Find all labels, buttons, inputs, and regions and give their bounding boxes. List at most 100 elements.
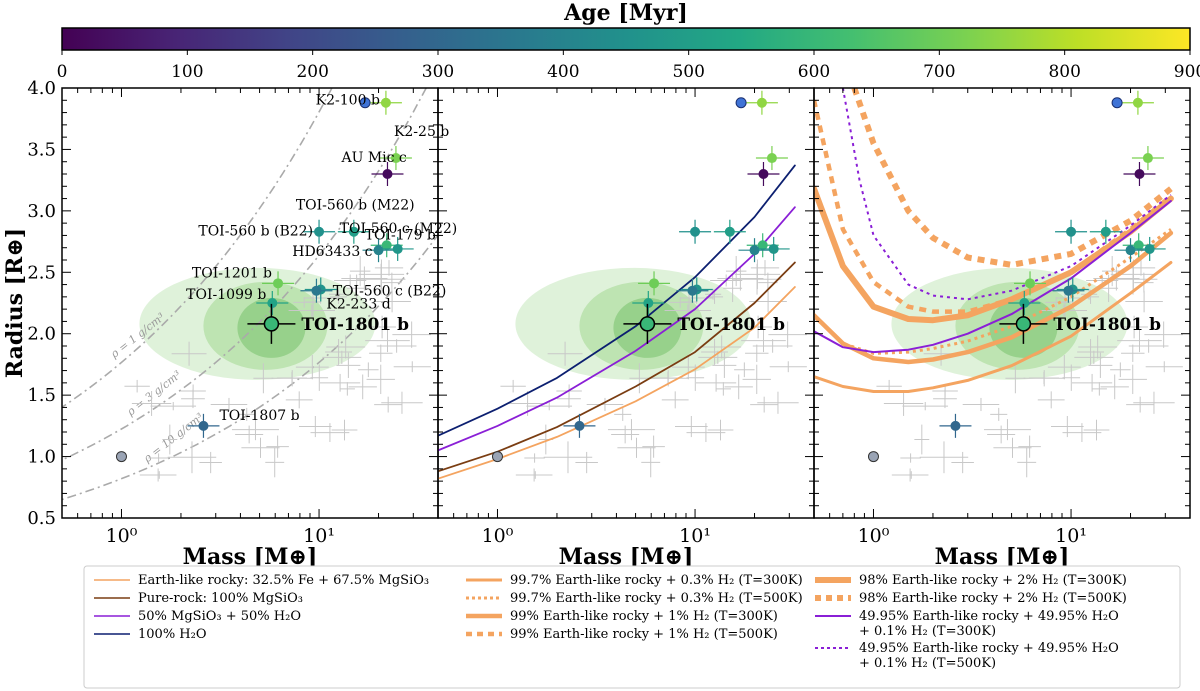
neptune-marker (359, 97, 371, 109)
planet-marker (749, 245, 760, 256)
planet-marker (687, 285, 698, 296)
y-tick-label: 1.0 (27, 447, 56, 468)
planet-label: TOI-179 b (365, 227, 436, 243)
planet-label: TOI-1201 b (192, 265, 272, 281)
planet-marker (1019, 298, 1030, 308)
planet-marker (1134, 169, 1145, 179)
planet-marker (950, 420, 961, 431)
planet-marker (267, 298, 278, 308)
y-tick-label: 0.5 (27, 508, 56, 529)
composition-curve (814, 261, 1173, 393)
density-curve (62, 88, 428, 461)
colorbar-tick-label: 700 (923, 62, 955, 82)
y-tick-label: 2.0 (27, 324, 56, 345)
planet-marker (1132, 97, 1143, 108)
planet-marker (392, 243, 403, 254)
legend-label: 49.95% Earth-like rocky + 49.95% H₂O (859, 641, 1119, 656)
planet-marker (390, 153, 401, 164)
x-tick-label: 10⁰ (106, 525, 138, 547)
colorbar-tick-label: 900 (1174, 62, 1200, 82)
x-tick-label: 10⁰ (858, 525, 890, 547)
planet-label: HD63433 c (292, 244, 372, 260)
highlight-marker (1015, 316, 1032, 332)
colorbar-gradient (61, 27, 1191, 51)
planet-marker (1063, 285, 1074, 296)
planet-marker (643, 298, 654, 308)
earth-marker (867, 451, 879, 463)
planet-marker (314, 226, 325, 237)
planet-marker (724, 226, 735, 237)
planet-label: TOI-560 c (M22) (340, 221, 458, 237)
colorbar-tick-label: 200 (296, 62, 328, 82)
planet-marker (348, 226, 359, 237)
legend-label: 98% Earth-like rocky + 2% H₂ (T=500K) (859, 591, 1127, 606)
planet-marker (756, 97, 767, 108)
planet-label: TOI-1807 b (219, 408, 299, 424)
planet-label: K2-100 b (316, 93, 380, 109)
planet-marker (373, 245, 384, 256)
planet-label: TOI-560 b (B22) (198, 224, 313, 240)
planet-marker (1133, 240, 1144, 251)
planet-marker (574, 420, 585, 431)
earth-marker (491, 451, 503, 463)
legend: Earth-like rocky: 32.5% Fe + 67.5% MgSiO… (83, 565, 1181, 689)
legend-label-line2: + 0.1% H₂ (T=300K) (859, 624, 996, 639)
highlight-label: TOI-1801 b (677, 315, 785, 335)
planet-label: TOI-560 c (B22) (333, 283, 447, 299)
neptune-marker (735, 97, 747, 109)
legend-label: 50% MgSiO₃ + 50% H₂O (138, 609, 301, 624)
planet-label: TOI-560 b (M22) (296, 198, 415, 214)
planet-marker (1142, 153, 1153, 164)
earth-marker (115, 451, 127, 463)
highlight-label: TOI-1801 b (301, 315, 409, 335)
colorbar-title: Age [Myr] (563, 0, 688, 26)
colorbar: Age [Myr] 0 100 200 300 400 500 600 700 800 900 (57, 0, 1200, 82)
planet-marker (273, 278, 284, 289)
planet-marker (1025, 278, 1036, 289)
colorbar-tick-label: 800 (1048, 62, 1080, 82)
planet-marker (1125, 245, 1136, 256)
planet-marker (311, 285, 322, 296)
y-tick-label: 1.5 (27, 385, 56, 406)
planet-marker (381, 240, 392, 251)
x-tick-label: 10¹ (1055, 525, 1087, 547)
colorbar-tick-label: 500 (672, 62, 704, 82)
x-tick-label: 10¹ (679, 525, 711, 547)
colorbar-tick-label: 600 (798, 62, 830, 82)
legend-label: Earth-like rocky: 32.5% Fe + 67.5% MgSiO… (138, 573, 429, 588)
planet-marker (380, 97, 391, 108)
composition-curve (814, 200, 1172, 354)
planet-marker (382, 169, 393, 179)
planet-marker (1066, 226, 1077, 237)
plot-area-middle (438, 90, 807, 482)
y-axis-label: Radius [R⊕] (2, 228, 28, 378)
planet-marker (768, 243, 779, 254)
colorbar-tick-label: 400 (547, 62, 579, 82)
legend-label: 100% H₂O (138, 627, 207, 642)
y-tick-label: 3.5 (27, 139, 56, 160)
planet-marker (1144, 243, 1155, 254)
planet-marker (690, 226, 701, 237)
legend-label: Pure-rock: 100% MgSiO₃ (138, 591, 303, 606)
planet-label: K2-233 d (326, 297, 390, 313)
planet-marker (198, 420, 209, 431)
x-tick-label: 10¹ (303, 525, 335, 547)
planet-marker (649, 278, 660, 289)
composition-curve (438, 164, 796, 437)
planet-marker (1100, 226, 1111, 237)
colorbar-tick-label: 0 (57, 62, 68, 82)
legend-label: 98% Earth-like rocky + 2% H₂ (T=300K) (859, 573, 1127, 588)
legend-label-line2: + 0.1% H₂ (T=500K) (859, 656, 996, 671)
composition-curve (841, 88, 1172, 301)
axes-frame (813, 87, 1191, 519)
highlight-marker (263, 316, 280, 332)
planet-label: AU Mic c (340, 150, 406, 166)
legend-label: 99% Earth-like rocky + 1% H₂ (T=500K) (510, 627, 778, 642)
composition-curve (851, 88, 1173, 268)
